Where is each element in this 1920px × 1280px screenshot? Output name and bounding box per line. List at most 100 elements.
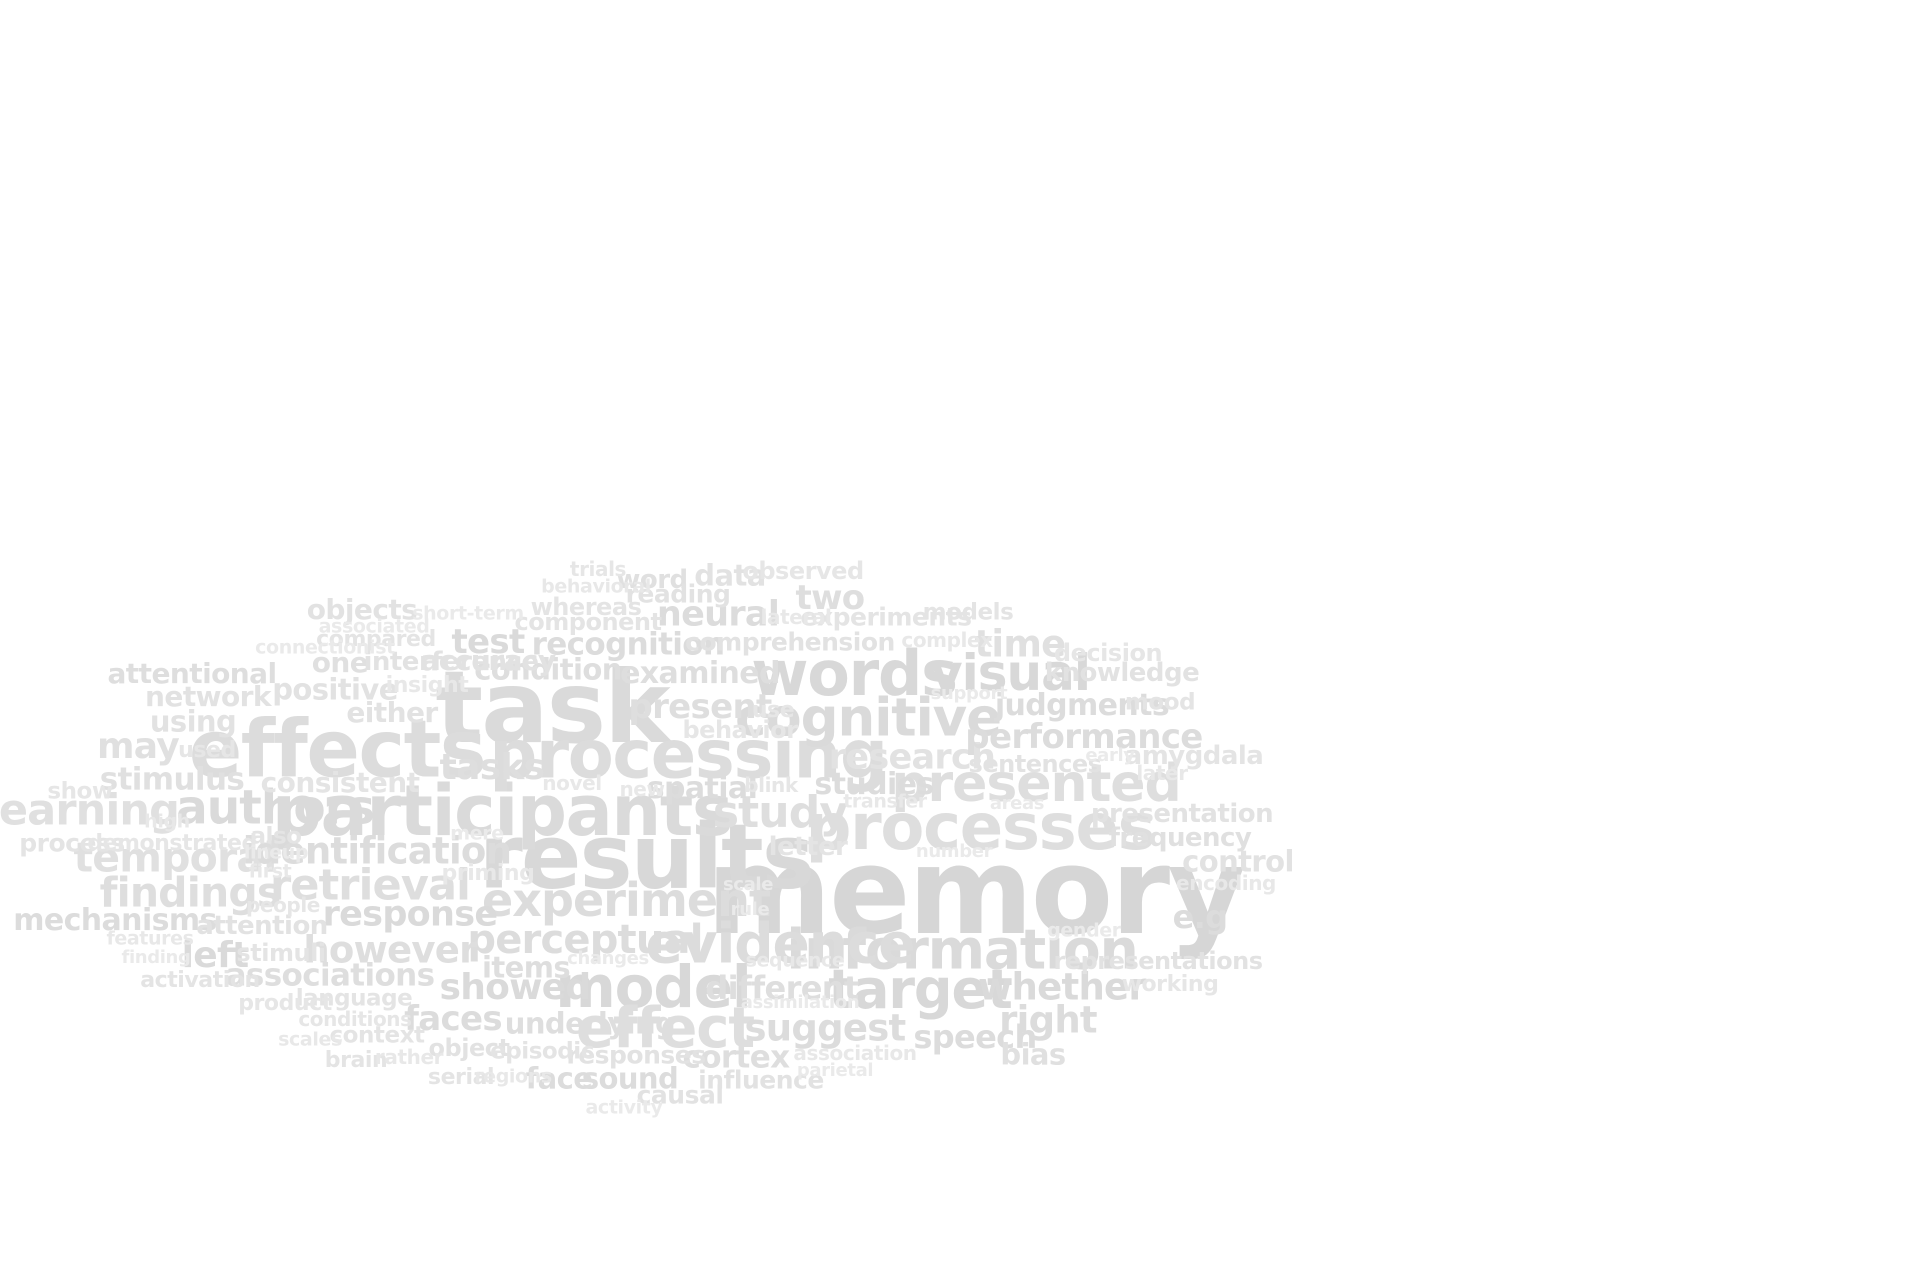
word-cloud-word: association	[793, 1041, 917, 1065]
word-cloud-word: results	[478, 804, 815, 909]
word-cloud-word: retrieval	[269, 860, 471, 911]
word-cloud-word: effect	[576, 996, 755, 1061]
word-cloud-word: temporal	[73, 833, 277, 882]
word-cloud-word: processes	[805, 791, 1156, 865]
word-cloud-word: associations	[225, 957, 435, 994]
word-cloud-word: condition	[474, 652, 622, 687]
word-cloud-word: scale	[722, 874, 774, 895]
word-cloud-word: memory	[706, 823, 1246, 962]
word-cloud-word: one	[311, 646, 369, 679]
word-cloud-word: areas	[989, 793, 1045, 814]
word-cloud-word: visual	[930, 644, 1091, 702]
word-cloud-word: assimilation	[740, 992, 860, 1013]
word-cloud-word: cortex	[682, 1039, 790, 1076]
word-cloud-word: different	[705, 969, 859, 1007]
word-cloud-word: data	[694, 558, 766, 593]
word-cloud-word: brain	[324, 1048, 388, 1073]
word-cloud-word: positive	[272, 672, 398, 707]
word-cloud-word: however	[303, 928, 477, 972]
word-cloud-word: letter	[768, 832, 848, 862]
word-cloud-word: sequence	[745, 949, 845, 972]
word-cloud-word: judgments	[994, 688, 1170, 723]
word-cloud-word: tasks	[439, 747, 545, 788]
word-cloud-word: perceptual	[467, 917, 703, 963]
word-cloud-word: attention	[196, 911, 328, 941]
word-cloud-word: trials	[569, 557, 627, 581]
word-cloud-word: lineup	[243, 841, 309, 864]
word-cloud-word: features	[106, 927, 194, 950]
word-cloud-word: show	[47, 778, 113, 805]
word-cloud-word: short-term	[412, 602, 524, 625]
word-cloud-word: findings	[99, 868, 282, 917]
word-cloud-word: also	[250, 823, 302, 850]
word-cloud-word: learning	[0, 785, 180, 836]
word-cloud-word: behavior	[682, 716, 798, 744]
word-cloud-word: parietal	[796, 1060, 874, 1081]
word-cloud-word: blink	[744, 773, 798, 797]
word-cloud-word: representations	[1053, 947, 1263, 975]
word-cloud-word: first	[248, 860, 292, 883]
word-cloud-word: time	[974, 622, 1066, 666]
word-cloud-word: accuracy	[420, 644, 556, 677]
word-cloud-word: processing	[489, 715, 888, 794]
word-cloud-word: task	[435, 649, 670, 766]
word-cloud-word: knowledge	[1044, 658, 1200, 688]
word-cloud-word: performance	[965, 717, 1203, 757]
word-cloud-word: influence	[698, 1065, 824, 1095]
word-cloud-word: finding	[121, 947, 191, 968]
word-cloud-word: sentences	[968, 750, 1102, 778]
word-cloud-word: changes	[567, 948, 649, 969]
word-cloud-word: rule	[730, 899, 770, 920]
word-cloud-word: working	[1121, 972, 1219, 997]
word-cloud-word: control	[1182, 844, 1294, 879]
word-cloud-word: later	[1136, 761, 1188, 785]
word-cloud-word: faces	[404, 999, 502, 1039]
word-cloud-word: experiments	[800, 602, 972, 632]
word-cloud-word: effects	[188, 703, 487, 796]
word-cloud-word: response	[322, 894, 499, 935]
word-cloud-word: using	[149, 704, 237, 739]
word-cloud-word: lateral	[760, 605, 832, 629]
word-cloud-word: episodic	[490, 1038, 594, 1065]
word-cloud-word: decision	[1053, 639, 1163, 667]
word-cloud-word: face	[525, 1061, 593, 1096]
word-cloud-word: frequency	[1108, 823, 1252, 853]
word-cloud-word: activity	[585, 1096, 663, 1119]
word-cloud-word: complex	[901, 628, 993, 652]
word-cloud-word: people	[246, 893, 320, 917]
word-cloud-word: consistent	[260, 766, 420, 799]
word-cloud-word: demonstrated	[87, 831, 257, 856]
word-cloud-word: serial	[427, 1065, 495, 1090]
word-cloud-word: whereas	[530, 593, 642, 621]
word-cloud-word: e.g	[1172, 898, 1228, 936]
word-cloud-word: mere	[450, 822, 504, 845]
word-cloud-word: words	[751, 637, 958, 710]
word-cloud-word: responses	[566, 1040, 706, 1070]
word-cloud-word: high	[144, 810, 190, 833]
word-cloud-word: used	[178, 738, 236, 763]
word-cloud-word: interference	[363, 647, 539, 677]
word-cloud-word: new	[619, 777, 665, 801]
word-cloud-word: activation	[140, 968, 260, 993]
word-cloud-word: behavioral	[541, 575, 651, 598]
word-cloud-word: studies	[814, 767, 934, 802]
word-cloud-word: recognition	[531, 626, 725, 663]
word-cloud-word: underlying	[504, 1006, 676, 1041]
word-cloud-word: model	[555, 953, 751, 1021]
word-cloud-word: compared	[316, 627, 436, 652]
word-cloud-word: support	[930, 683, 1008, 704]
word-cloud-word: speech	[913, 1018, 1037, 1056]
word-cloud-word: product	[238, 991, 332, 1016]
word-cloud-word: use	[751, 698, 795, 723]
word-cloud-word: stimuli	[236, 939, 326, 967]
word-cloud-word: left	[181, 935, 249, 976]
word-cloud-word: suggest	[744, 1006, 907, 1050]
word-cloud-word: bias	[1000, 1037, 1066, 1072]
word-cloud-word: number	[915, 841, 993, 862]
word-cloud-word: early	[1085, 745, 1135, 766]
word-cloud-word: identification	[242, 829, 512, 873]
word-cloud-word: study	[712, 787, 848, 838]
word-cloud-word: experiment	[481, 873, 771, 927]
word-cloud-word: research	[828, 737, 996, 778]
word-cloud-word: mechanisms	[13, 903, 217, 938]
